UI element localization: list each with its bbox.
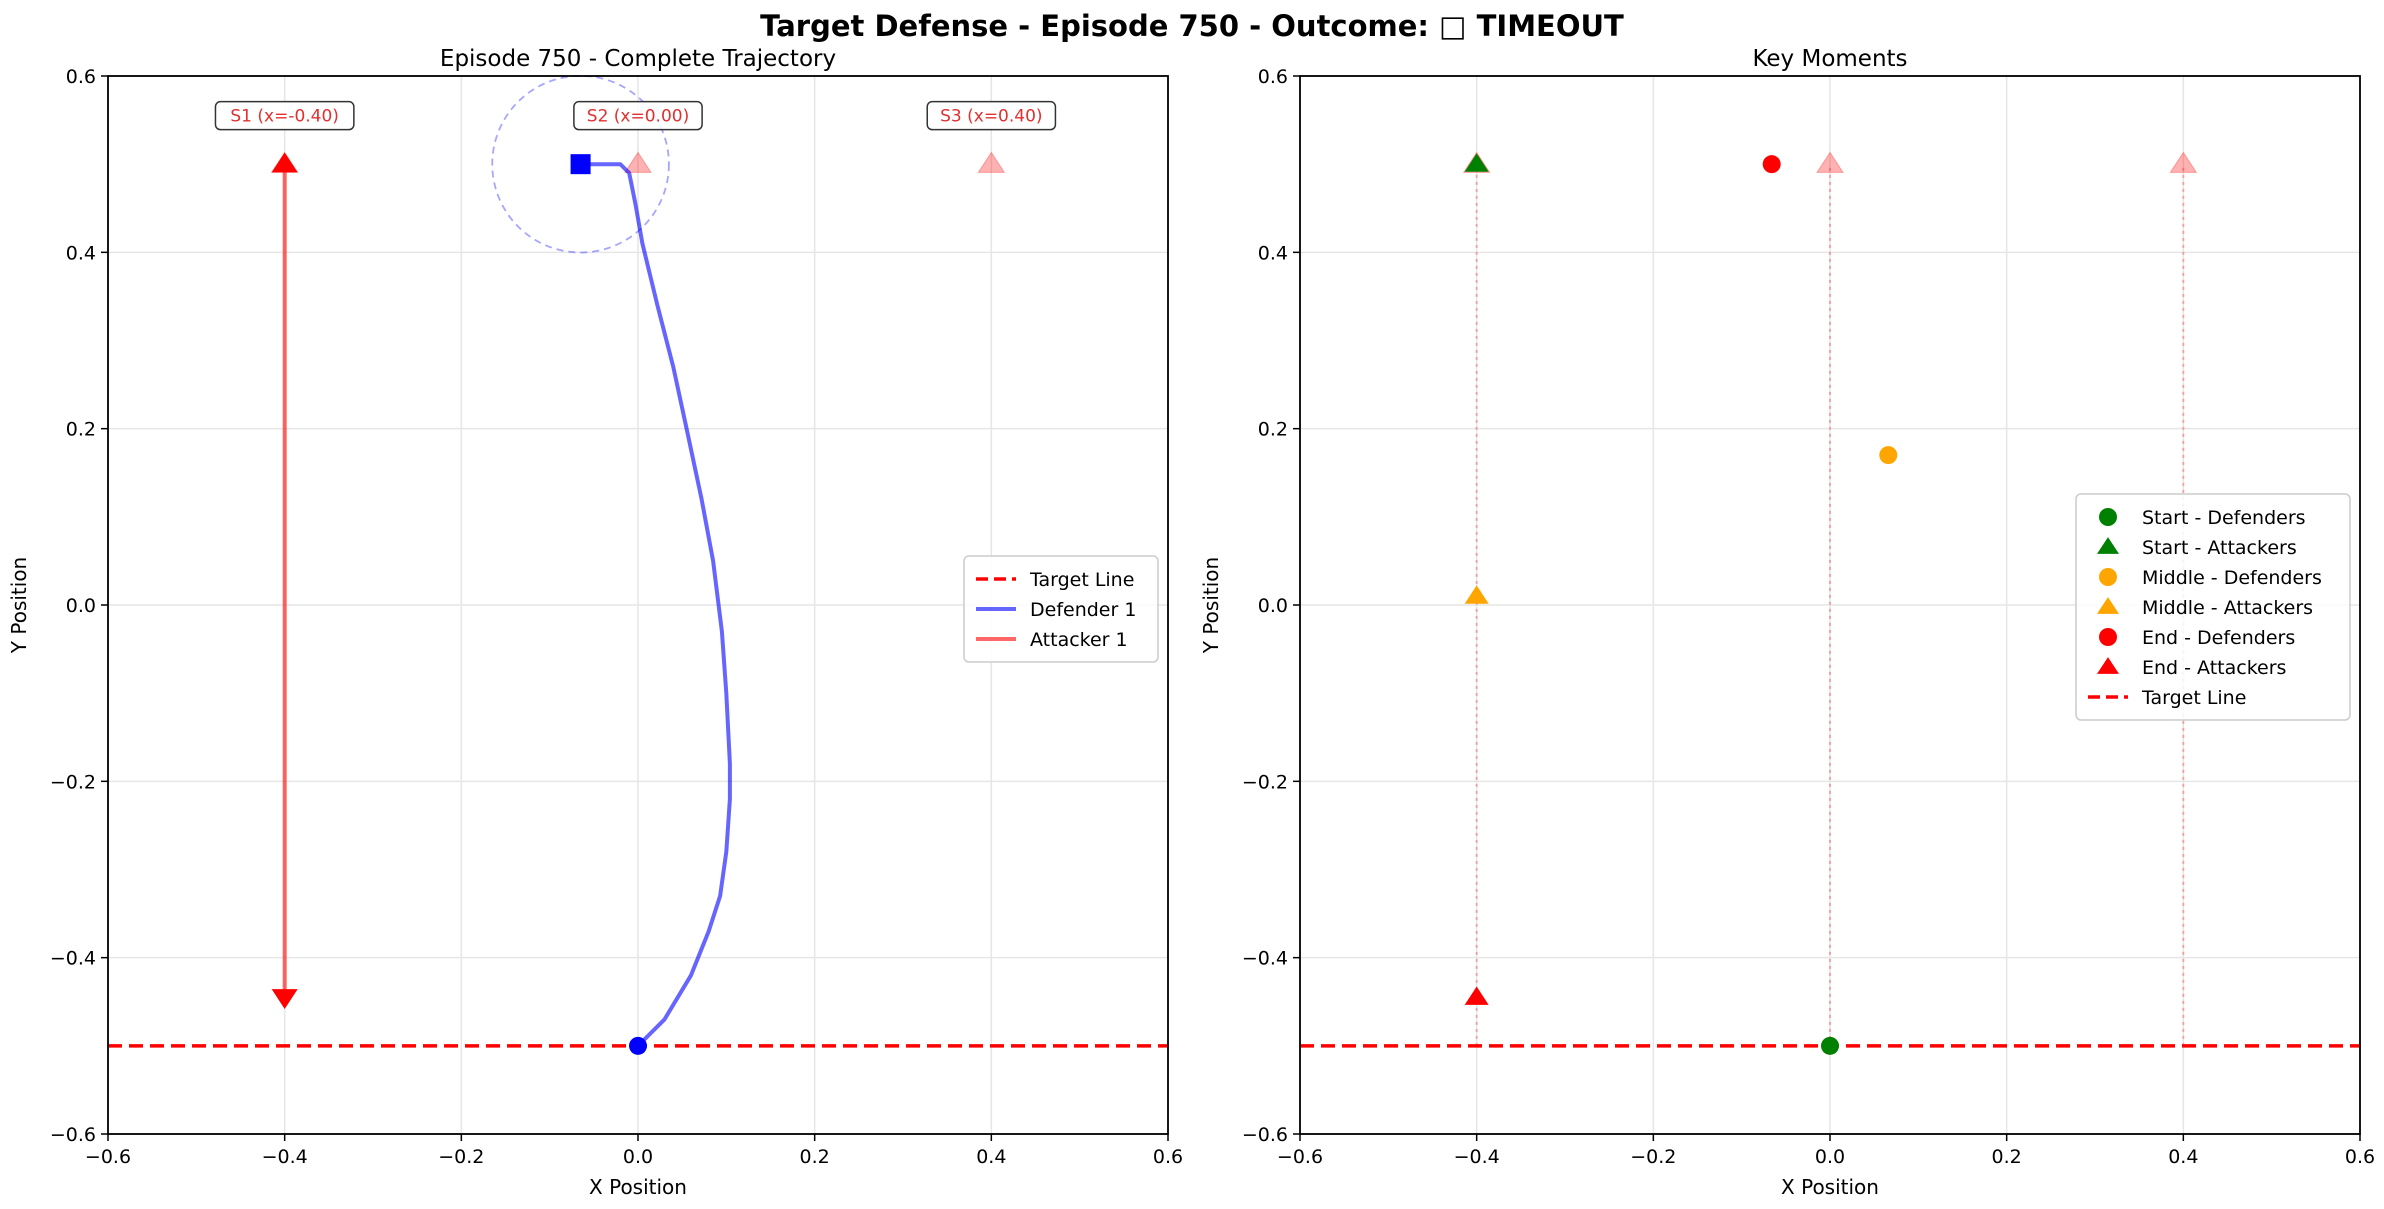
x-tick-label: 0.6 bbox=[1153, 1146, 1183, 1168]
x-tick-label: 0.2 bbox=[800, 1146, 830, 1168]
y-tick-label: −0.2 bbox=[1242, 771, 1288, 793]
y-tick-label: −0.6 bbox=[50, 1124, 96, 1146]
spawn-label: S2 (x=0.00) bbox=[587, 107, 689, 127]
y-tick-label: −0.4 bbox=[1242, 948, 1288, 970]
y-tick-label: 0.2 bbox=[66, 419, 96, 441]
spawn-marker bbox=[1816, 151, 1844, 173]
legend-box bbox=[2075, 493, 2351, 721]
key-moment-point bbox=[1879, 446, 1898, 465]
legend-label: Middle - Attackers bbox=[2142, 597, 2313, 619]
spawn-label: S3 (x=0.40) bbox=[940, 107, 1042, 127]
y-axis-label: Y Position bbox=[7, 557, 31, 654]
x-tick-label: 0.4 bbox=[2168, 1146, 2198, 1168]
legend-label: Target Line bbox=[2141, 687, 2246, 709]
y-tick-label: −0.4 bbox=[50, 948, 96, 970]
spawn-label-box bbox=[573, 100, 703, 131]
key-moment-point bbox=[1464, 585, 1489, 604]
legend-label: Start - Attackers bbox=[2142, 537, 2297, 559]
legend-label: End - Defenders bbox=[2142, 627, 2295, 649]
legend-label: Defender 1 bbox=[1030, 599, 1136, 621]
spawn-label-box bbox=[214, 100, 355, 131]
legend-handle bbox=[2097, 657, 2119, 674]
key-moments-panel: −0.6 −0.4 −0.2 0.0 0.2 0.4 0.6 −0.6 −0.4 −0.2 0.0 0… bbox=[1199, 46, 2375, 1199]
x-tick-label: −0.6 bbox=[1277, 1146, 1323, 1168]
x-axis-label: X Position bbox=[589, 1175, 687, 1199]
x-tick-label: −0.2 bbox=[438, 1146, 484, 1168]
x-tick-label: −0.4 bbox=[262, 1146, 308, 1168]
y-tick-label: 0.0 bbox=[66, 595, 96, 617]
legend-handle bbox=[2099, 508, 2117, 526]
y-tick-label: −0.2 bbox=[50, 771, 96, 793]
attacker-end-marker bbox=[271, 989, 298, 1010]
key-moment-point bbox=[1762, 155, 1781, 174]
legend-label: Target Line bbox=[1029, 569, 1134, 591]
legend-label: Start - Defenders bbox=[2142, 507, 2306, 529]
legend-handle bbox=[2097, 537, 2119, 554]
x-tick-label: 0.2 bbox=[1992, 1146, 2022, 1168]
spawn-marker bbox=[2169, 151, 2198, 173]
defender-end-marker bbox=[570, 154, 591, 175]
capture-radius-circle bbox=[491, 74, 670, 254]
spawn-label: S1 (x=-0.40) bbox=[230, 107, 339, 127]
legend-label: Attacker 1 bbox=[1030, 629, 1128, 651]
legend-box bbox=[963, 555, 1159, 663]
y-tick-label: 0.6 bbox=[1258, 66, 1288, 88]
defender-trajectory-line bbox=[580, 162, 732, 1048]
attacker-start-marker bbox=[271, 152, 298, 173]
y-tick-label: 0.0 bbox=[1258, 595, 1288, 617]
y-tick-label: 0.6 bbox=[66, 66, 96, 88]
x-tick-label: 0.0 bbox=[1815, 1146, 1845, 1168]
key-moment-point bbox=[1464, 153, 1489, 172]
spawn-marker bbox=[624, 151, 652, 173]
y-tick-label: 0.4 bbox=[66, 242, 96, 264]
x-tick-label: −0.2 bbox=[1630, 1146, 1676, 1168]
panel-title: Key Moments bbox=[1752, 46, 1907, 72]
legend-label: Middle - Defenders bbox=[2142, 567, 2322, 589]
y-tick-label: 0.2 bbox=[1258, 419, 1288, 441]
y-tick-label: 0.4 bbox=[1258, 242, 1288, 264]
panel-title: Episode 750 - Complete Trajectory bbox=[440, 46, 836, 72]
key-moment-point bbox=[1464, 986, 1489, 1005]
spawn-label-box bbox=[926, 100, 1057, 131]
legend-handle bbox=[2099, 628, 2117, 646]
defender-start-marker bbox=[629, 1036, 647, 1055]
x-axis-label: X Position bbox=[1781, 1175, 1879, 1199]
x-tick-label: −0.6 bbox=[85, 1146, 131, 1168]
x-tick-label: 0.4 bbox=[976, 1146, 1006, 1168]
y-tick-label: −0.6 bbox=[1242, 1124, 1288, 1146]
spawn-marker bbox=[977, 151, 1006, 173]
trajectory-panel: S1 (x=-0.40) S2 (x=0.00) S3 (x=0.40)−0.6 −0… bbox=[7, 46, 1183, 1199]
figure-title: Target Defense - Episode 750 - Outcome: … bbox=[760, 9, 1624, 43]
x-tick-label: −0.4 bbox=[1454, 1146, 1500, 1168]
key-moment-point bbox=[1821, 1036, 1839, 1055]
legend-handle bbox=[2097, 597, 2119, 614]
x-tick-label: 0.6 bbox=[2345, 1146, 2375, 1168]
y-axis-label: Y Position bbox=[1199, 557, 1223, 654]
legend-handle bbox=[2099, 568, 2117, 586]
x-tick-label: 0.0 bbox=[623, 1146, 653, 1168]
legend-label: End - Attackers bbox=[2142, 657, 2286, 679]
